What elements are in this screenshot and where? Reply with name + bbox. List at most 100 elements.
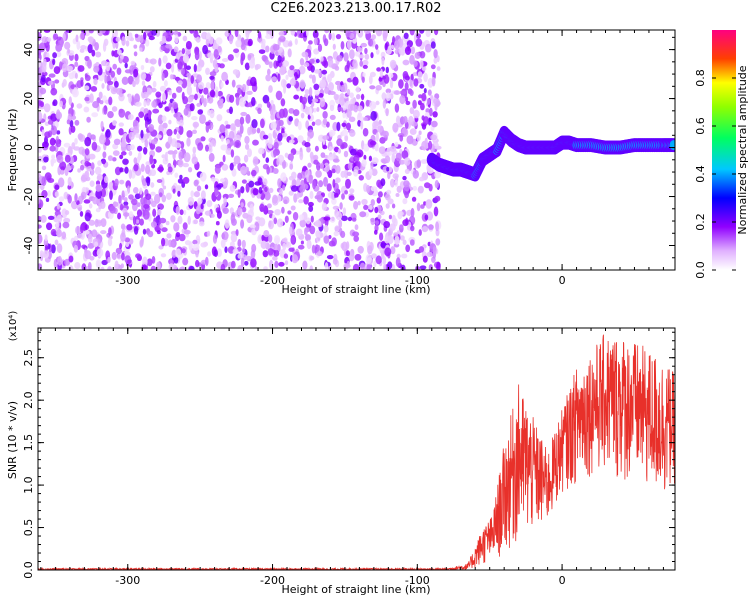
noise-cell <box>161 177 165 187</box>
noise-cell <box>162 55 168 64</box>
noise-cell <box>88 219 96 226</box>
noise-cell <box>112 119 117 126</box>
noise-cell <box>434 171 441 179</box>
noise-cell <box>101 83 105 89</box>
noise-cell <box>304 141 311 148</box>
noise-cell <box>204 184 209 190</box>
noise-cell <box>418 246 425 253</box>
noise-cell <box>402 239 407 246</box>
noise-cell <box>343 52 349 62</box>
noise-cell <box>76 40 81 50</box>
noise-cell <box>297 121 302 131</box>
noise-cell <box>237 253 243 259</box>
noise-cell <box>182 54 190 64</box>
noise-cell <box>285 74 289 81</box>
noise-cell <box>305 234 311 242</box>
noise-cell <box>187 196 195 206</box>
noise-cell <box>53 66 61 75</box>
noise-cell <box>220 239 226 248</box>
noise-cell <box>94 241 98 247</box>
noise-cell <box>83 230 90 235</box>
noise-cell <box>275 90 283 101</box>
noise-cell <box>282 40 290 48</box>
noise-cell <box>398 46 403 55</box>
noise-cell <box>248 180 255 188</box>
noise-cell <box>197 142 204 151</box>
noise-cell <box>42 62 47 73</box>
noise-cell <box>172 160 177 167</box>
noise-cell <box>272 168 279 174</box>
noise-cell <box>410 207 415 218</box>
noise-cell <box>120 223 126 230</box>
noise-cell <box>208 142 213 149</box>
noise-cell <box>390 178 395 188</box>
noise-cell <box>189 103 195 112</box>
noise-cell <box>230 123 236 131</box>
noise-cell <box>166 192 172 200</box>
noise-cell <box>268 187 274 193</box>
noise-cell <box>230 149 235 158</box>
noise-cell <box>340 84 345 93</box>
noise-cell <box>181 48 186 55</box>
noise-cell <box>74 72 78 79</box>
noise-cell <box>366 264 372 270</box>
noise-cell <box>170 215 176 223</box>
noise-cell <box>375 85 382 91</box>
noise-cell <box>115 247 123 255</box>
noise-cell <box>324 86 330 94</box>
snr-panel: -300 -200 -100 0 0.0 0.5 1.0 1.5 2.0 2.5 Height o… <box>6 311 676 596</box>
noise-cell <box>287 68 294 78</box>
noise-cell <box>409 79 413 87</box>
noise-cell <box>266 166 270 175</box>
noise-cell <box>266 101 271 108</box>
noise-cell <box>311 121 316 127</box>
noise-cell <box>296 192 300 199</box>
y-tick-label: 1.0 <box>22 476 35 494</box>
noise-cell <box>200 136 206 142</box>
noise-cell <box>368 75 373 85</box>
noise-cell <box>316 233 321 243</box>
noise-cell <box>315 58 320 64</box>
noise-cell <box>188 265 195 270</box>
noise-cell <box>387 198 394 205</box>
noise-cell <box>410 46 416 55</box>
noise-cell <box>108 96 113 106</box>
noise-cell <box>191 116 198 121</box>
noise-cell <box>361 198 368 206</box>
noise-cell <box>186 130 193 138</box>
noise-cell <box>169 74 174 80</box>
noise-cell <box>410 225 415 232</box>
noise-cell <box>264 59 270 65</box>
noise-cell <box>291 171 297 180</box>
noise-cell <box>197 109 203 115</box>
noise-cell <box>164 151 168 162</box>
noise-cell <box>38 224 42 229</box>
noise-cell <box>108 227 112 236</box>
noise-cell <box>298 65 306 75</box>
noise-cell <box>79 211 84 217</box>
noise-cell <box>419 51 426 59</box>
noise-cell <box>405 244 411 253</box>
noise-cell <box>386 189 392 195</box>
colorbar-tick-label: 0.0 <box>694 261 707 279</box>
noise-cell <box>314 89 320 96</box>
noise-cell <box>158 192 163 198</box>
noise-cell <box>427 89 432 96</box>
noise-cell <box>200 203 204 210</box>
noise-cell <box>38 155 43 162</box>
noise-cell <box>42 250 50 259</box>
noise-cell <box>352 76 359 86</box>
noise-cell <box>193 80 197 87</box>
noise-cell <box>171 92 177 99</box>
noise-cell <box>76 233 84 239</box>
noise-cell <box>191 156 198 165</box>
noise-cell <box>359 211 367 218</box>
noise-cell <box>100 230 107 235</box>
noise-cell <box>84 136 92 147</box>
noise-cell <box>331 216 335 221</box>
noise-cell <box>213 49 219 59</box>
noise-cell <box>182 176 190 184</box>
noise-cell <box>192 129 197 134</box>
noise-cell <box>412 185 418 191</box>
